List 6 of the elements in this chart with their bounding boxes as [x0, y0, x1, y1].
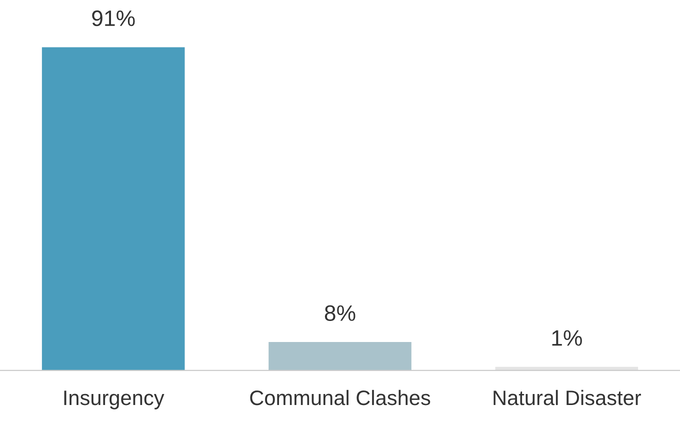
data-label: 91%: [92, 10, 135, 26]
x-tick-label: Insurgency: [64, 390, 164, 410]
x-tick-label: Communal Clashes: [250, 390, 430, 406]
data-label: 1%: [552, 330, 582, 346]
data-label: 8%: [324, 305, 356, 321]
x-tick-label: Natural Disaster: [494, 390, 641, 406]
